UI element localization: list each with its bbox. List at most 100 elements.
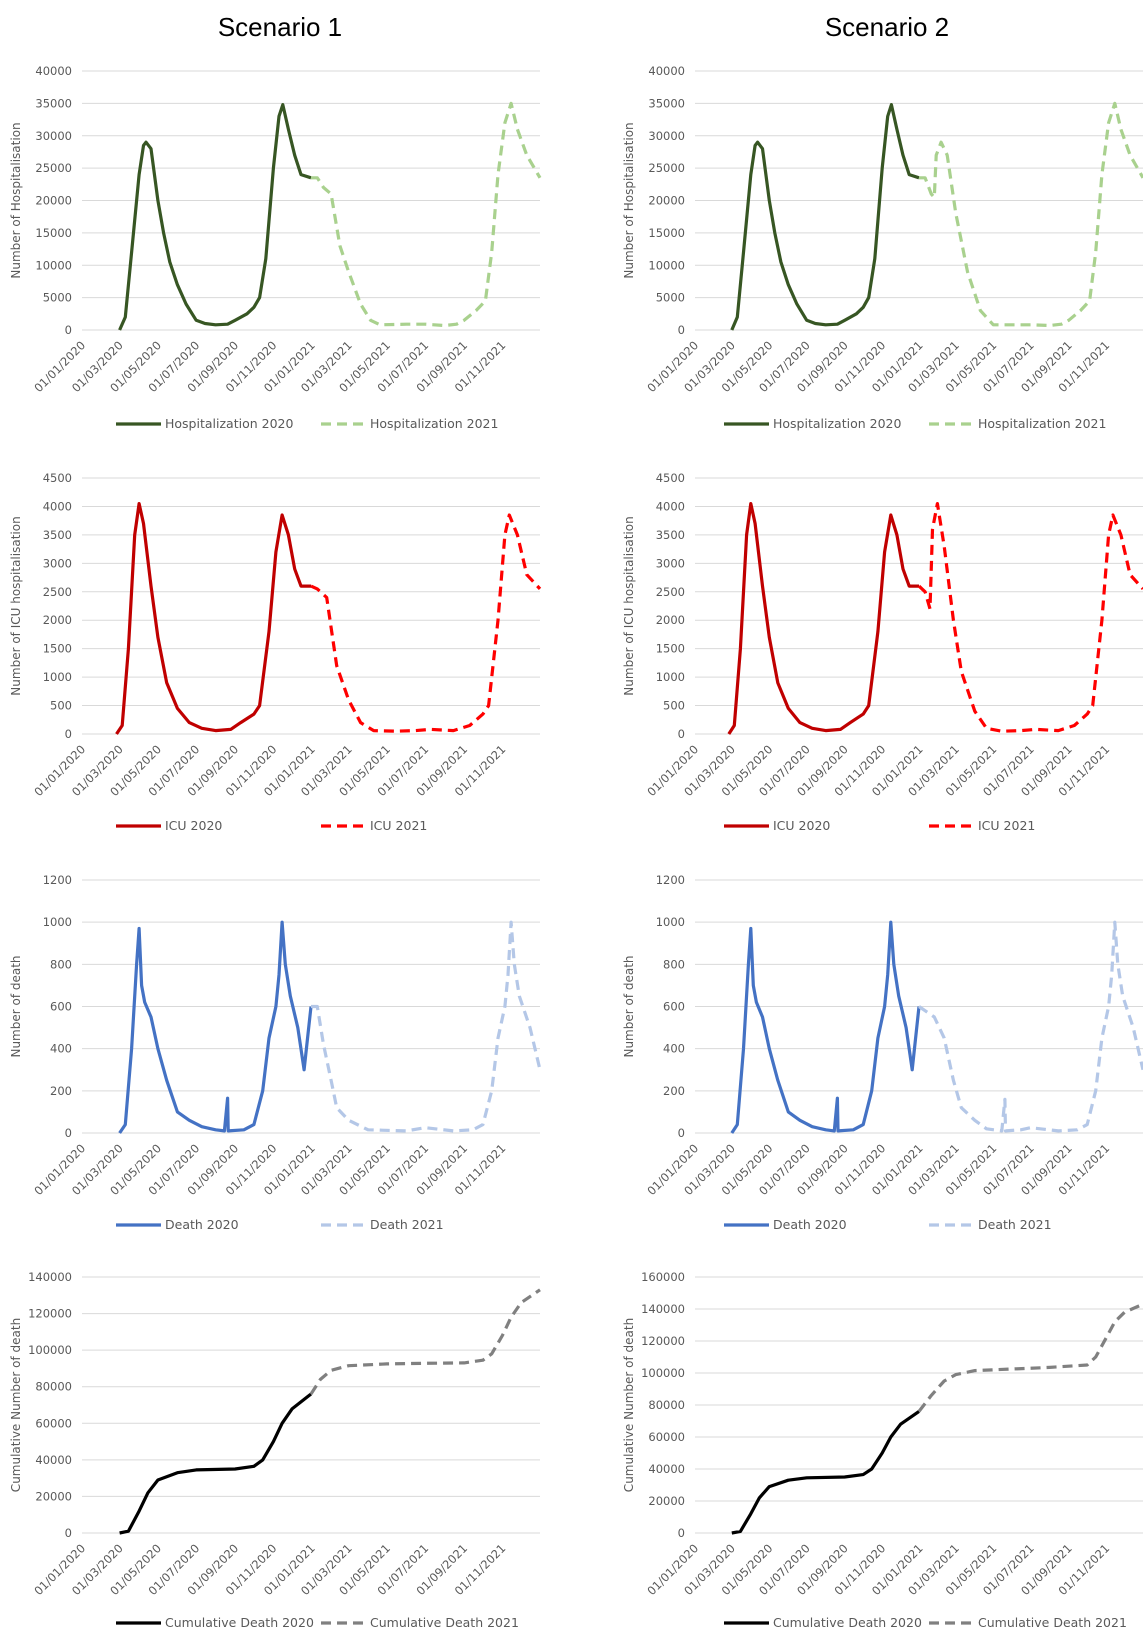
y-tick-label: 40000 bbox=[648, 64, 685, 78]
y-tick-label: 3500 bbox=[656, 528, 685, 542]
column-title-scenario-2: Scenario 2 bbox=[825, 12, 949, 42]
y-tick-label: 60000 bbox=[35, 1416, 72, 1430]
y-tick-label: 500 bbox=[50, 699, 72, 713]
series-line-2021 bbox=[917, 502, 1143, 733]
y-tick-label: 5000 bbox=[656, 291, 685, 305]
y-tick-label: 5000 bbox=[43, 291, 72, 305]
y-tick-label: 2500 bbox=[43, 585, 72, 599]
y-tick-label: 20000 bbox=[35, 1489, 72, 1503]
y-tick-label: 600 bbox=[50, 1000, 72, 1014]
chart-s2-cum: 0 20000 40000 60000 80000 100000 120000 140000 1… bbox=[622, 1270, 1143, 1630]
y-tick-label: 2000 bbox=[656, 613, 685, 627]
series-line-2020 bbox=[115, 502, 311, 735]
series-line-2021 bbox=[919, 101, 1143, 328]
series-line-2020 bbox=[118, 103, 312, 331]
y-tick-label: 100000 bbox=[641, 1366, 685, 1380]
y-tick-label: 140000 bbox=[641, 1302, 685, 1316]
legend-label-2020: Cumulative Death 2020 bbox=[773, 1615, 922, 1630]
y-tick-label: 1000 bbox=[43, 915, 72, 929]
y-axis-label: Number of Hospitalisation bbox=[9, 122, 23, 278]
series-line-2020 bbox=[730, 103, 920, 331]
y-tick-label: 600 bbox=[663, 1000, 685, 1014]
series-line-2021 bbox=[918, 920, 1143, 1133]
y-tick-label: 0 bbox=[65, 1126, 72, 1140]
y-tick-label: 1500 bbox=[43, 642, 72, 656]
y-tick-label: 400 bbox=[50, 1042, 72, 1056]
legend-label-2020: Cumulative Death 2020 bbox=[165, 1615, 314, 1630]
series-line-2020 bbox=[727, 502, 919, 735]
y-axis-label: Number of ICU hospitalisation bbox=[9, 516, 23, 695]
legend-label-2021: Hospitalization 2021 bbox=[370, 416, 498, 431]
y-tick-label: 200 bbox=[663, 1084, 685, 1098]
y-axis-label: Cumulative Number of death bbox=[622, 1318, 636, 1492]
y-tick-label: 200 bbox=[50, 1084, 72, 1098]
y-tick-label: 500 bbox=[663, 699, 685, 713]
chart-s1-cum: 0 20000 40000 60000 80000 100000 120000 140000 C… bbox=[9, 1270, 541, 1630]
y-tick-label: 20000 bbox=[648, 1494, 685, 1508]
series-line-2021 bbox=[311, 920, 542, 1133]
y-tick-label: 3500 bbox=[43, 528, 72, 542]
y-tick-label: 30000 bbox=[35, 129, 72, 143]
y-tick-label: 1000 bbox=[656, 670, 685, 684]
y-tick-label: 800 bbox=[663, 957, 685, 971]
y-tick-label: 10000 bbox=[648, 258, 685, 272]
y-tick-label: 3000 bbox=[43, 556, 72, 570]
y-axis-label: Cumulative Number of death bbox=[9, 1318, 23, 1492]
legend-label-2020: ICU 2020 bbox=[773, 818, 830, 833]
y-tick-label: 30000 bbox=[648, 129, 685, 143]
y-axis-label: Number of death bbox=[9, 955, 23, 1057]
y-tick-label: 80000 bbox=[35, 1380, 72, 1394]
y-tick-label: 2000 bbox=[43, 613, 72, 627]
chart-s1-hosp: 0 5000 10000 15000 20000 25000 30000 35000 40000… bbox=[9, 64, 542, 431]
y-axis-label: Number of Hospitalisation bbox=[622, 122, 636, 278]
y-tick-label: 4000 bbox=[43, 499, 72, 513]
legend-label-2020: Hospitalization 2020 bbox=[773, 416, 901, 431]
legend-label-2021: Cumulative Death 2021 bbox=[370, 1615, 519, 1630]
series-line-2020 bbox=[730, 920, 921, 1134]
y-tick-label: 4500 bbox=[656, 471, 685, 485]
y-tick-label: 40000 bbox=[35, 64, 72, 78]
y-tick-label: 4500 bbox=[43, 471, 72, 485]
y-tick-label: 0 bbox=[678, 323, 685, 337]
series-line-2020 bbox=[119, 1392, 312, 1535]
chart-s2-hosp: 0 5000 10000 15000 20000 25000 30000 35000 40000… bbox=[622, 64, 1143, 431]
legend-label-2020: ICU 2020 bbox=[165, 818, 222, 833]
y-tick-label: 0 bbox=[678, 1526, 685, 1540]
chart-s1-icu: 0 500 1000 1500 2000 2500 3000 3500 4000 4500 Numb… bbox=[9, 471, 542, 833]
y-tick-label: 0 bbox=[678, 1126, 685, 1140]
y-axis-label: Number of ICU hospitalisation bbox=[622, 516, 636, 695]
y-tick-label: 80000 bbox=[648, 1398, 685, 1412]
y-tick-label: 15000 bbox=[35, 226, 72, 240]
y-tick-label: 35000 bbox=[35, 96, 72, 110]
legend-label-2021: ICU 2021 bbox=[978, 818, 1035, 833]
legend-label-2021: ICU 2021 bbox=[370, 818, 427, 833]
y-tick-label: 0 bbox=[678, 727, 685, 741]
y-tick-label: 160000 bbox=[641, 1270, 685, 1284]
y-tick-label: 10000 bbox=[35, 258, 72, 272]
y-tick-label: 20000 bbox=[648, 194, 685, 208]
y-tick-label: 3000 bbox=[656, 556, 685, 570]
y-tick-label: 120000 bbox=[28, 1307, 72, 1321]
series-line-2021 bbox=[310, 513, 542, 733]
y-tick-label: 1500 bbox=[656, 642, 685, 656]
series-line-2021 bbox=[311, 101, 542, 328]
y-tick-label: 0 bbox=[65, 1526, 72, 1540]
y-tick-label: 40000 bbox=[648, 1462, 685, 1476]
series-line-2021 bbox=[917, 1302, 1143, 1413]
y-tick-label: 1000 bbox=[656, 915, 685, 929]
legend-label-2020: Death 2020 bbox=[773, 1217, 847, 1232]
y-tick-label: 400 bbox=[663, 1042, 685, 1056]
y-tick-label: 140000 bbox=[28, 1270, 72, 1284]
legend-label-2021: Death 2021 bbox=[978, 1217, 1052, 1232]
chart-s2-icu: 0 500 1000 1500 2000 2500 3000 3500 4000 4500 Numb… bbox=[622, 471, 1143, 833]
series-line-2020 bbox=[731, 1410, 920, 1535]
legend-label-2021: Hospitalization 2021 bbox=[978, 416, 1106, 431]
y-tick-label: 0 bbox=[65, 727, 72, 741]
y-tick-label: 2500 bbox=[656, 585, 685, 599]
y-tick-label: 1200 bbox=[656, 873, 685, 887]
column-title-scenario-1: Scenario 1 bbox=[218, 12, 342, 42]
y-tick-label: 100000 bbox=[28, 1343, 72, 1357]
